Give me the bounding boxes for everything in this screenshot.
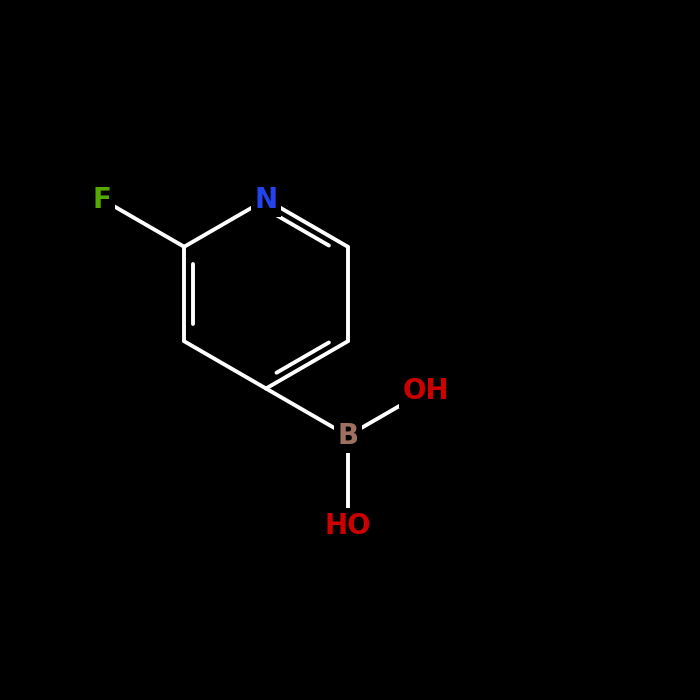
- Text: HO: HO: [325, 512, 371, 540]
- Text: OH: OH: [402, 377, 449, 405]
- Text: N: N: [254, 186, 278, 214]
- Text: B: B: [337, 421, 358, 450]
- Text: F: F: [93, 186, 112, 214]
